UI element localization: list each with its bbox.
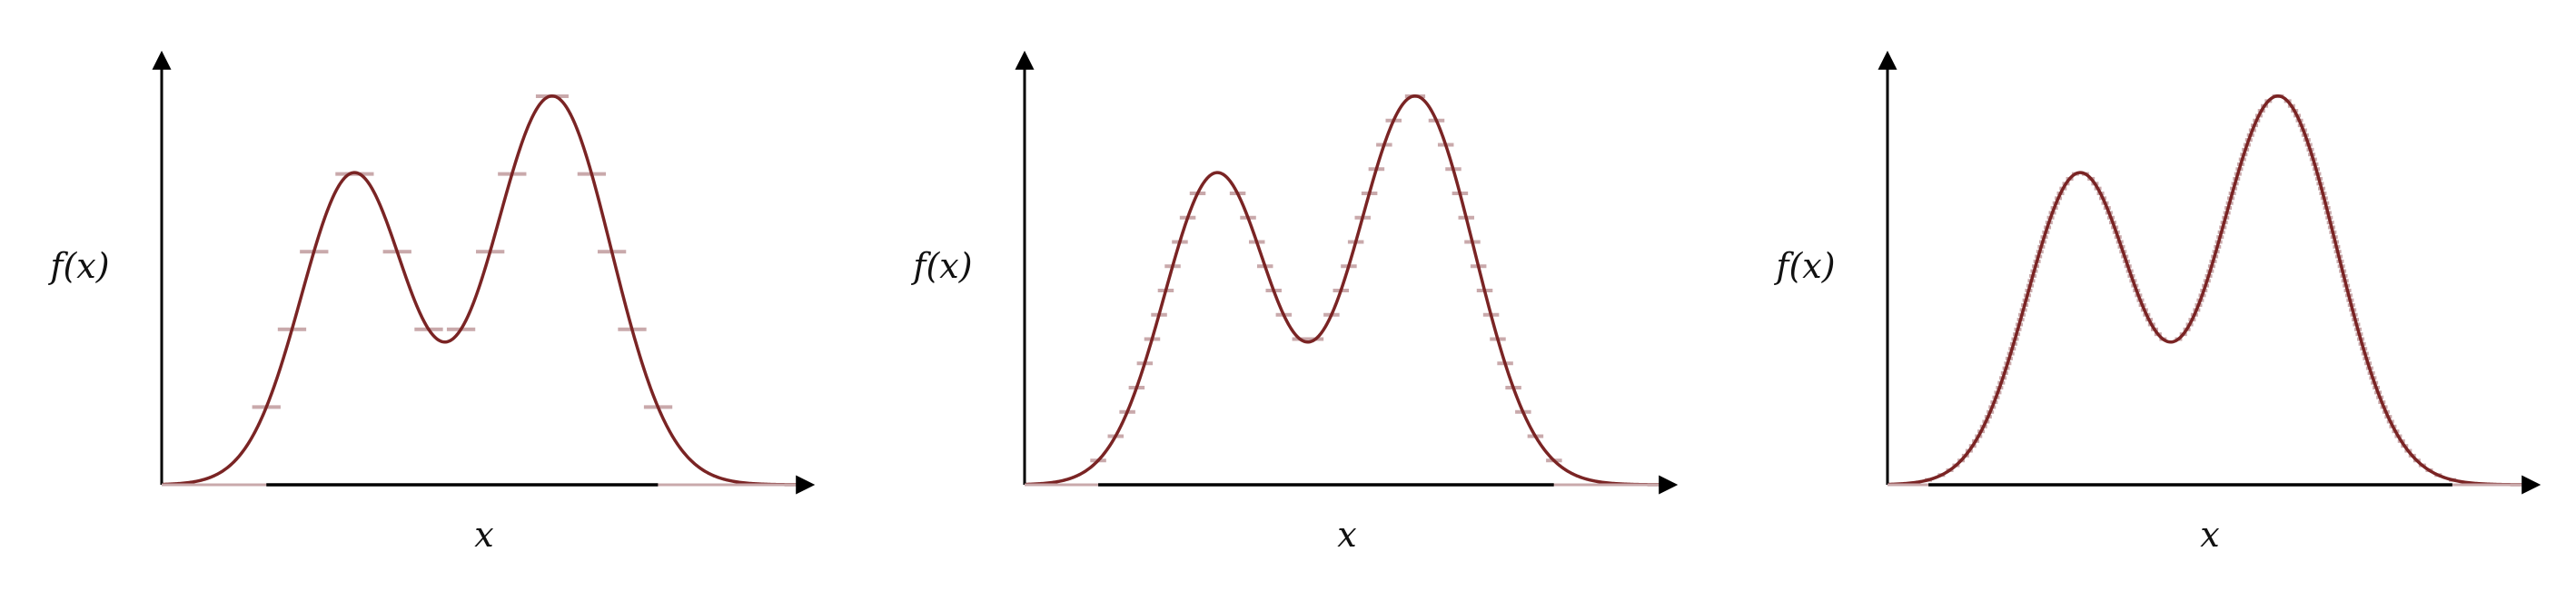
panel-2: f(x) x: [910, 50, 1679, 555]
density-curve: [1024, 94, 1666, 487]
y-axis-label: f(x): [910, 246, 972, 286]
density-curve: [1887, 94, 2529, 487]
density-curve: [161, 94, 803, 487]
y-axis-label: f(x): [47, 246, 109, 286]
y-axis-label: f(x): [1773, 246, 1835, 286]
x-axis-label: x: [1337, 515, 1356, 555]
panel-1: f(x) x: [47, 50, 816, 555]
panel-3: f(x) x: [1773, 50, 2541, 555]
x-axis-label: x: [2200, 515, 2219, 555]
x-axis-label: x: [474, 515, 493, 555]
